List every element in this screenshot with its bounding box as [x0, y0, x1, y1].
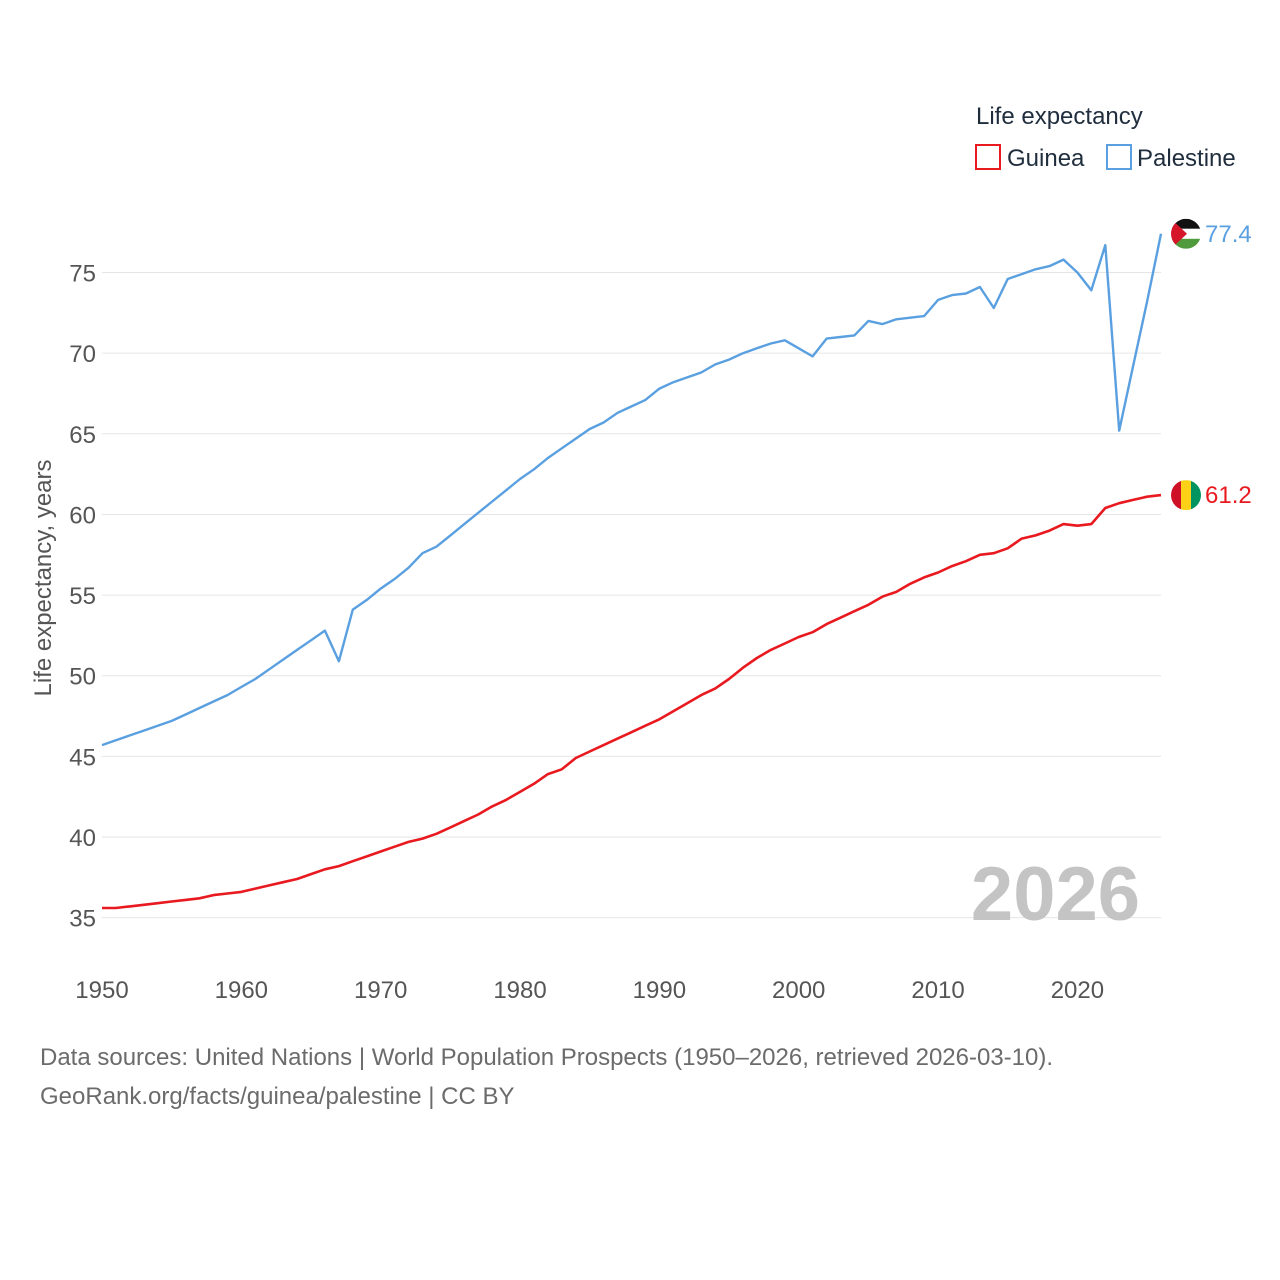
grid-layer [102, 272, 1161, 919]
x-axis-ticks: 1950 1960 1970 1980 1990 2000 2010 2020 [75, 977, 1104, 1004]
x-tick-label: 2000 [772, 977, 825, 1004]
y-tick-label: 50 [69, 664, 96, 691]
x-tick-label: 1960 [215, 977, 268, 1004]
legend-item-palestine[interactable]: Palestine [1106, 144, 1236, 172]
series-line-guinea[interactable] [102, 493, 1162, 910]
guinea-flag-icon [1171, 480, 1201, 511]
y-tick-label: 75 [69, 261, 96, 288]
legend-title: Life expectancy [976, 103, 1143, 130]
x-tick-label: 2020 [1051, 977, 1104, 1004]
y-axis-ticks: 35 40 45 50 55 60 65 70 75 [69, 261, 96, 933]
x-tick-label: 1980 [493, 977, 546, 1004]
x-tick-label: 1970 [354, 977, 407, 1004]
series-line-palestine[interactable] [101, 233, 1163, 747]
x-tick-label: 2010 [911, 977, 964, 1004]
legend-swatch-guinea [975, 144, 1001, 170]
series-layer [101, 233, 1163, 910]
y-tick-label: 60 [69, 502, 96, 529]
y-tick-label: 70 [69, 341, 96, 368]
y-tick-label: 45 [69, 744, 96, 771]
legend[interactable]: Life expectancy Guinea Palestine [975, 103, 1236, 172]
y-tick-label: 40 [69, 825, 96, 852]
palestine-flag-icon [1171, 218, 1201, 249]
y-tick-label: 55 [69, 583, 96, 610]
year-watermark: 2026 [971, 852, 1140, 937]
data-source-note: Data sources: United Nations | World Pop… [40, 1044, 1054, 1071]
y-tick-label: 65 [69, 422, 96, 449]
legend-item-guinea[interactable]: Guinea [975, 144, 1085, 172]
guinea-end-value: 61.2 [1205, 482, 1252, 509]
attribution-link[interactable]: GeoRank.org/facts/guinea/palestine | CC … [40, 1083, 515, 1110]
legend-label-guinea: Guinea [1007, 145, 1085, 172]
y-axis-title: Life expectancy, years [30, 459, 57, 696]
x-tick-label: 1990 [633, 977, 686, 1004]
y-tick-label: 35 [69, 906, 96, 933]
legend-swatch-palestine [1106, 144, 1132, 170]
legend-label-palestine: Palestine [1137, 145, 1236, 172]
x-tick-label: 1950 [75, 977, 128, 1004]
palestine-end-value: 77.4 [1205, 221, 1252, 248]
